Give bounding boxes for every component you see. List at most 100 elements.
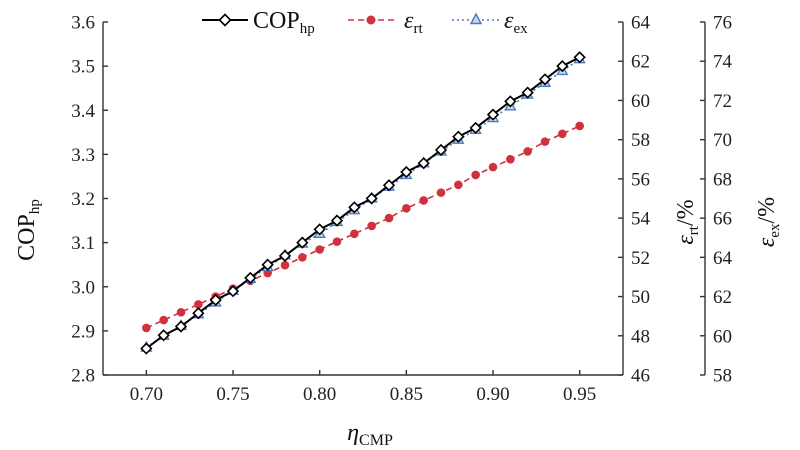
left-tick-label: 3.0 <box>71 277 95 298</box>
point-rt <box>558 129 567 139</box>
legend-label-eps-ex: εex <box>504 8 528 37</box>
point-hp <box>382 179 396 192</box>
point-hp <box>486 108 500 121</box>
point-rt <box>523 147 532 156</box>
point-rt <box>332 237 342 246</box>
point-hp <box>226 285 240 298</box>
legend-marker-eps-rt <box>366 15 376 25</box>
point-rt <box>419 196 428 205</box>
point-hp <box>278 249 292 262</box>
left-tick-label: 3.3 <box>71 145 95 166</box>
point-rt <box>488 162 498 172</box>
x-tick-label: 0.75 <box>216 384 249 405</box>
left-tick-label: 2.8 <box>71 366 95 387</box>
right2-axis-label: εex/% <box>754 197 783 247</box>
point-rt <box>142 323 151 333</box>
point-rt <box>575 121 584 131</box>
x-tick-label: 0.70 <box>130 384 163 405</box>
legend-marker-eps-ex <box>469 12 483 25</box>
point-hp <box>261 258 274 271</box>
right1-tick-label: 46 <box>631 366 650 387</box>
point-hp <box>417 157 430 170</box>
left-tick-label: 3.5 <box>71 57 95 78</box>
point-rt <box>280 260 290 270</box>
right2-tick-label: 58 <box>713 366 732 387</box>
legend-label-cop: COPhp <box>253 8 315 37</box>
point-rt <box>315 245 324 254</box>
point-hp <box>538 73 552 86</box>
point-hp <box>244 271 257 285</box>
point-hp <box>348 201 361 214</box>
point-hp <box>504 95 517 108</box>
point-rt <box>367 221 376 231</box>
point-rt <box>506 154 515 164</box>
legend-entry-cop: COPhp <box>202 8 315 37</box>
point-hp <box>452 130 465 143</box>
legend-label-eps-rt: εrt <box>404 8 423 37</box>
right2-tick-label: 76 <box>713 13 732 34</box>
point-rt <box>298 253 307 262</box>
point-rt <box>436 188 446 197</box>
right2-tick-label: 62 <box>713 287 732 308</box>
point-hp <box>330 214 344 227</box>
point-hp <box>400 165 413 179</box>
point-hp <box>140 342 153 355</box>
point-rt <box>540 137 550 146</box>
right1-tick-label: 60 <box>631 91 650 112</box>
right2-tick-label: 60 <box>713 326 732 347</box>
right2-tick-label: 70 <box>713 130 732 151</box>
tick-labels: 0.70 0.75 0.80 0.85 0.90 0.95 2.8 2.9 3.0 3.1 3.2 3… <box>71 13 732 406</box>
right1-tick-label: 64 <box>631 13 651 34</box>
x-axis-label: ηCMP <box>347 420 393 449</box>
point-hp <box>573 51 586 64</box>
x-tick-label: 0.90 <box>476 384 509 405</box>
point-rt <box>471 170 480 180</box>
left-tick-label: 3.6 <box>71 13 95 34</box>
point-hp <box>209 293 222 307</box>
right2-tick-label: 64 <box>713 248 733 269</box>
point-hp <box>556 59 569 73</box>
right1-axis-label: εrt/% <box>673 199 702 244</box>
right1-tick-label: 56 <box>631 169 650 190</box>
series-hp <box>140 51 586 355</box>
left-tick-label: 3.4 <box>71 101 95 122</box>
point-hp <box>313 223 326 236</box>
point-hp <box>469 121 482 135</box>
right1-tick-label: 52 <box>631 248 650 269</box>
point-rt <box>194 300 203 309</box>
legend: COPhp εrt εex <box>202 8 528 37</box>
right1-tick-label: 54 <box>631 209 651 230</box>
right2-tick-label: 66 <box>713 209 732 230</box>
point-hp <box>157 329 170 342</box>
x-tick-label: 0.85 <box>390 384 423 405</box>
point-rt <box>402 204 411 213</box>
point-hp <box>434 143 448 157</box>
point-rt <box>176 307 186 317</box>
right2-tick-label: 74 <box>713 52 733 73</box>
legend-entry-eps-ex: εex <box>452 8 528 37</box>
right1-tick-label: 58 <box>631 130 650 151</box>
point-hp <box>521 86 534 99</box>
plot-area <box>140 51 586 355</box>
point-rt <box>159 315 168 325</box>
x-tick-label: 0.80 <box>303 384 336 405</box>
point-hp <box>365 192 378 205</box>
legend-entry-eps-rt: εrt <box>348 8 423 37</box>
right2-tick-label: 72 <box>713 91 732 112</box>
right2-tick-label: 68 <box>713 169 732 190</box>
point-rt <box>350 229 359 239</box>
left-tick-label: 3.1 <box>71 233 95 254</box>
legend-marker-cop <box>218 13 232 27</box>
right1-tick-label: 50 <box>631 287 650 308</box>
left-tick-label: 2.9 <box>71 321 95 342</box>
point-hp <box>174 320 188 333</box>
series-line-rt <box>145 125 581 329</box>
right1-tick-label: 48 <box>631 326 650 347</box>
axes <box>102 21 706 376</box>
point-hp <box>192 307 205 320</box>
left-tick-label: 3.2 <box>71 189 95 210</box>
right1-tick-label: 62 <box>631 52 650 73</box>
point-rt <box>384 213 394 223</box>
x-tick-label: 0.95 <box>563 384 596 405</box>
